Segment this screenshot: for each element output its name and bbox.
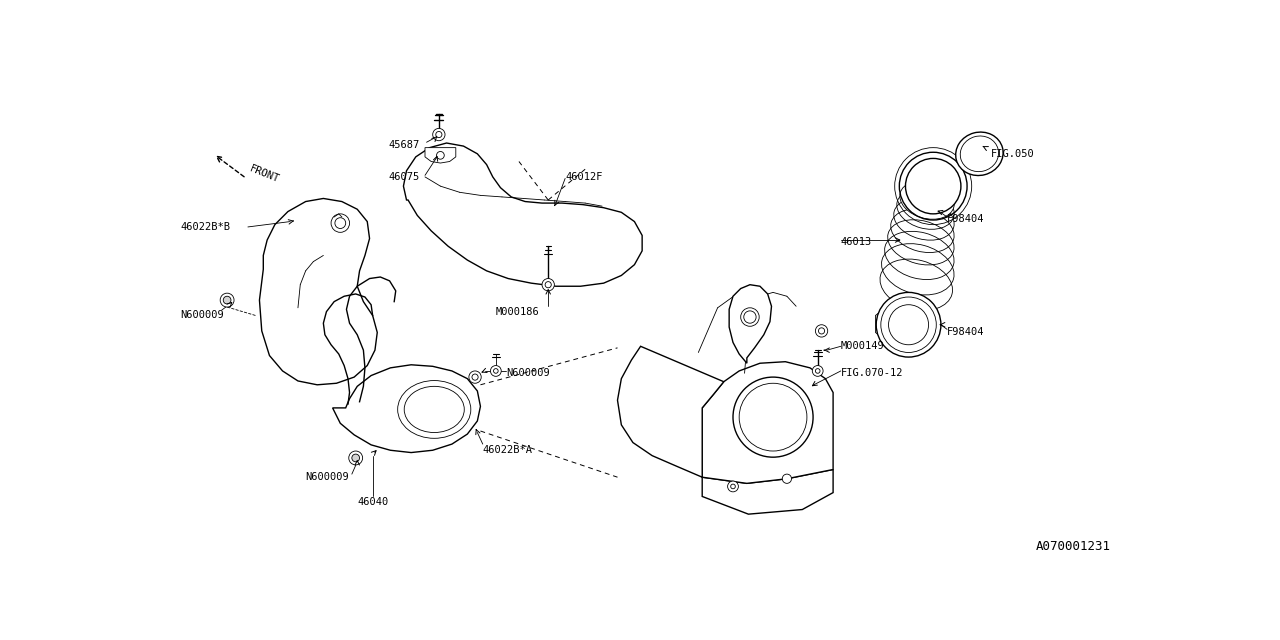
Text: 46022B*B: 46022B*B (180, 222, 230, 232)
Polygon shape (403, 143, 643, 286)
Circle shape (733, 377, 813, 457)
Circle shape (877, 292, 941, 357)
Text: M000149: M000149 (841, 341, 884, 351)
Circle shape (223, 296, 230, 304)
Text: FRONT: FRONT (248, 164, 280, 184)
Ellipse shape (956, 132, 1004, 175)
Text: FIG.050: FIG.050 (991, 148, 1034, 159)
Circle shape (348, 451, 362, 465)
Text: 46022B*A: 46022B*A (483, 445, 532, 455)
Polygon shape (260, 198, 378, 385)
Circle shape (490, 365, 502, 376)
Circle shape (815, 324, 828, 337)
Polygon shape (876, 312, 887, 335)
Circle shape (541, 278, 554, 291)
Polygon shape (703, 470, 833, 514)
Circle shape (433, 129, 445, 141)
Text: M000186: M000186 (495, 307, 540, 317)
Ellipse shape (879, 259, 952, 310)
Ellipse shape (900, 180, 954, 220)
Circle shape (727, 481, 739, 492)
Polygon shape (730, 285, 772, 364)
Polygon shape (425, 148, 456, 163)
Text: 46075: 46075 (388, 172, 420, 182)
Text: F98404: F98404 (947, 214, 984, 224)
Text: 46040: 46040 (357, 497, 388, 507)
Ellipse shape (398, 381, 471, 438)
Text: 46012F: 46012F (566, 172, 603, 182)
Polygon shape (617, 346, 723, 477)
Text: F98404: F98404 (947, 328, 984, 337)
Text: N600009: N600009 (180, 310, 224, 321)
Text: FIG.070-12: FIG.070-12 (841, 368, 904, 378)
Circle shape (352, 454, 360, 462)
Text: 46013: 46013 (841, 237, 872, 247)
Circle shape (905, 159, 961, 214)
Text: 45687: 45687 (388, 140, 420, 150)
Polygon shape (942, 180, 955, 192)
Circle shape (782, 474, 791, 483)
Circle shape (813, 365, 823, 376)
Circle shape (468, 371, 481, 383)
Text: A070001231: A070001231 (1036, 540, 1110, 553)
Ellipse shape (906, 161, 960, 211)
Text: N600009: N600009 (306, 472, 349, 482)
Polygon shape (333, 365, 480, 452)
Circle shape (220, 293, 234, 307)
Polygon shape (703, 362, 833, 483)
Text: N600009: N600009 (506, 368, 549, 378)
